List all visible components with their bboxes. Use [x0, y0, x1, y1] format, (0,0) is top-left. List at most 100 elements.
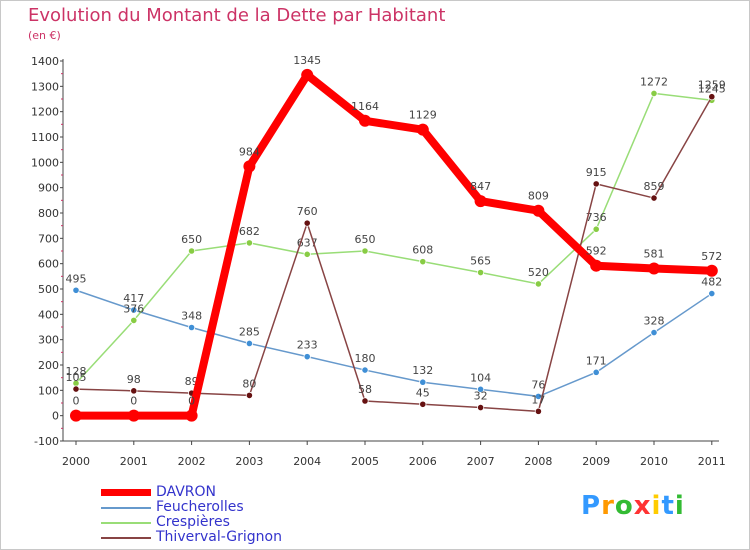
data-point: [592, 180, 600, 188]
data-point: [705, 264, 718, 277]
data-label: 285: [239, 325, 260, 338]
data-point: [245, 391, 253, 399]
data-point: [534, 280, 543, 288]
data-point: [361, 247, 369, 255]
data-label: 565: [470, 255, 491, 268]
data-point: [476, 268, 485, 277]
data-label: 736: [586, 211, 607, 224]
data-point: [419, 400, 427, 408]
data-label: 17: [531, 393, 545, 406]
data-point: [361, 366, 369, 374]
data-label: 760: [297, 205, 318, 218]
x-tick-label: 2008: [524, 455, 552, 468]
series-line: [72, 70, 716, 420]
data-point: [650, 328, 658, 337]
data-point: [301, 68, 314, 81]
y-tick-label: 500: [38, 283, 59, 296]
data-label: 520: [528, 266, 549, 279]
data-point: [476, 385, 485, 393]
y-tick-label: 700: [38, 232, 59, 245]
data-label: 58: [358, 383, 372, 396]
y-tick-label: 0: [52, 410, 59, 423]
data-label: 1129: [409, 109, 437, 122]
logo-letter: o: [614, 491, 634, 521]
data-point: [188, 323, 196, 332]
legend-swatch-thiverval-grignon: [101, 537, 151, 539]
data-label: 45: [416, 386, 430, 399]
data-label: 1259: [698, 79, 726, 92]
data-point: [72, 385, 80, 393]
x-tick-label: 2010: [640, 455, 668, 468]
x-tick-label: 2011: [698, 455, 726, 468]
data-point: [245, 239, 253, 247]
data-point: [419, 258, 427, 266]
series-feucherolles: 495 417 348 285 233 180 132 104 76 171 328 482: [66, 272, 722, 401]
x-tick-label: 2003: [235, 455, 263, 468]
data-point: [650, 194, 658, 202]
logo-letter: x: [633, 491, 652, 521]
data-point: [650, 89, 658, 98]
y-tick-label: 1300: [31, 80, 59, 93]
y-tick-label: 100: [38, 384, 59, 397]
series-line: [75, 95, 713, 413]
legend-swatch-feucherolles: [101, 507, 151, 509]
data-label: 482: [701, 276, 722, 289]
y-tick-label: 900: [38, 182, 59, 195]
data-point: [188, 247, 196, 255]
x-tick-label: 2000: [62, 455, 90, 468]
proxiti-logo: Proxiti: [581, 491, 685, 521]
chart-subtitle: (en €): [28, 29, 61, 42]
data-label: 1245: [698, 82, 726, 95]
y-tick-label: -100: [34, 435, 59, 448]
data-label: 132: [412, 364, 433, 377]
data-label: 915: [586, 166, 607, 179]
logo-letter: i: [674, 491, 685, 521]
data-label: 608: [412, 244, 433, 257]
legend-swatch-davron: [101, 489, 151, 496]
legend-label-feucherolles: Feucherolles: [156, 499, 244, 515]
x-tick-label: 2001: [120, 455, 148, 468]
x-tick-label: 2007: [467, 455, 495, 468]
data-label: 328: [644, 315, 665, 328]
data-label: 682: [239, 225, 260, 238]
data-point: [303, 353, 311, 361]
series-davron: 0 0 0 984 1345 1164 1129 847 809 592 581 572: [70, 54, 722, 422]
data-label: 105: [66, 371, 87, 384]
data-point: [592, 368, 600, 376]
data-label: 376: [123, 302, 144, 315]
data-label: 1345: [293, 54, 321, 67]
data-label: 32: [474, 390, 488, 403]
data-point: [534, 407, 543, 415]
legend-label-thiverval-grignon: Thiverval-Grignon: [156, 529, 282, 545]
data-point: [70, 409, 82, 422]
data-point: [476, 403, 485, 412]
data-label: 847: [470, 180, 491, 193]
data-label: 572: [701, 250, 722, 263]
data-point: [72, 286, 80, 294]
series-line: [75, 289, 713, 398]
data-point: [185, 409, 198, 422]
data-point: [359, 114, 371, 127]
data-label: 0: [188, 395, 195, 408]
data-label: 104: [470, 371, 491, 384]
y-tick-label: 1100: [31, 131, 59, 144]
x-tick-label: 2002: [178, 455, 206, 468]
data-label: 98: [127, 373, 141, 386]
x-tick-label: 2004: [293, 455, 321, 468]
y-tick-label: 400: [38, 308, 59, 321]
data-point: [127, 409, 140, 422]
data-point: [303, 250, 311, 258]
logo-letter: i: [651, 491, 662, 521]
y-tick-label: 1200: [31, 106, 59, 119]
series-line: [75, 92, 713, 384]
y-tick-label: 800: [38, 207, 59, 220]
data-point: [130, 316, 138, 325]
data-label: 650: [355, 233, 376, 246]
logo-letter: P: [581, 491, 602, 521]
data-point: [648, 262, 660, 275]
data-point: [243, 160, 256, 173]
data-point: [708, 289, 716, 298]
data-label: 984: [239, 145, 260, 158]
data-point: [130, 387, 138, 395]
